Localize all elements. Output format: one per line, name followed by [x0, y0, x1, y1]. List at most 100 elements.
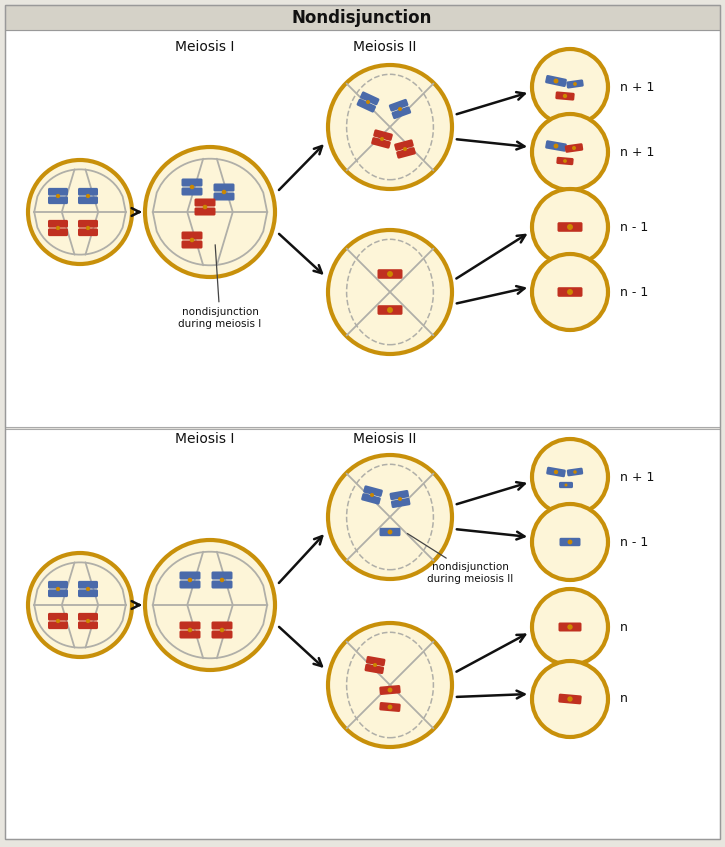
FancyBboxPatch shape: [365, 664, 384, 674]
Ellipse shape: [567, 224, 573, 230]
Ellipse shape: [554, 144, 558, 148]
Ellipse shape: [388, 529, 392, 534]
FancyBboxPatch shape: [212, 572, 233, 579]
Ellipse shape: [398, 497, 402, 501]
Text: n + 1: n + 1: [620, 80, 655, 93]
Ellipse shape: [220, 628, 224, 632]
FancyBboxPatch shape: [181, 179, 202, 186]
FancyBboxPatch shape: [212, 630, 233, 639]
Text: Meiosis II: Meiosis II: [353, 40, 417, 54]
Ellipse shape: [188, 578, 192, 582]
Text: n + 1: n + 1: [620, 470, 655, 484]
Ellipse shape: [398, 107, 402, 111]
Ellipse shape: [567, 696, 573, 701]
Text: n - 1: n - 1: [620, 220, 648, 234]
FancyBboxPatch shape: [180, 622, 201, 629]
FancyBboxPatch shape: [379, 702, 401, 712]
FancyBboxPatch shape: [78, 220, 98, 228]
Ellipse shape: [28, 160, 132, 264]
Ellipse shape: [532, 589, 608, 665]
Ellipse shape: [532, 504, 608, 580]
Ellipse shape: [567, 624, 573, 629]
Ellipse shape: [188, 628, 192, 632]
FancyBboxPatch shape: [194, 208, 215, 215]
Ellipse shape: [86, 619, 90, 623]
Ellipse shape: [568, 540, 573, 545]
Ellipse shape: [190, 185, 194, 189]
Ellipse shape: [387, 307, 393, 313]
Ellipse shape: [190, 238, 194, 242]
Ellipse shape: [370, 493, 374, 497]
FancyBboxPatch shape: [389, 490, 409, 501]
Ellipse shape: [56, 194, 60, 198]
Ellipse shape: [563, 94, 567, 98]
Ellipse shape: [532, 189, 608, 265]
FancyBboxPatch shape: [556, 157, 573, 165]
FancyBboxPatch shape: [78, 613, 98, 621]
FancyBboxPatch shape: [212, 580, 233, 589]
FancyBboxPatch shape: [391, 498, 410, 508]
Text: n - 1: n - 1: [620, 285, 648, 298]
Text: n: n: [620, 621, 628, 634]
FancyBboxPatch shape: [213, 184, 234, 191]
Text: nondisjunction
during meiosis II: nondisjunction during meiosis II: [407, 534, 513, 584]
FancyBboxPatch shape: [212, 622, 233, 629]
FancyBboxPatch shape: [78, 229, 98, 236]
Ellipse shape: [380, 137, 384, 141]
Text: Meiosis I: Meiosis I: [175, 432, 235, 446]
Ellipse shape: [86, 194, 90, 198]
Text: nondisjunction
during meiosis I: nondisjunction during meiosis I: [178, 245, 262, 329]
Ellipse shape: [328, 623, 452, 747]
FancyBboxPatch shape: [545, 75, 567, 87]
FancyBboxPatch shape: [48, 581, 68, 589]
FancyBboxPatch shape: [396, 147, 416, 158]
Ellipse shape: [565, 484, 568, 486]
Ellipse shape: [388, 705, 392, 710]
FancyBboxPatch shape: [181, 231, 202, 240]
Text: n: n: [620, 693, 628, 706]
Text: Meiosis I: Meiosis I: [175, 40, 235, 54]
FancyBboxPatch shape: [78, 188, 98, 196]
FancyBboxPatch shape: [567, 468, 583, 476]
Ellipse shape: [222, 190, 226, 194]
Ellipse shape: [403, 147, 407, 151]
FancyBboxPatch shape: [378, 305, 402, 315]
Ellipse shape: [220, 578, 224, 582]
Ellipse shape: [567, 289, 573, 295]
FancyBboxPatch shape: [565, 143, 583, 152]
Ellipse shape: [328, 230, 452, 354]
FancyBboxPatch shape: [48, 590, 68, 597]
FancyBboxPatch shape: [363, 485, 383, 497]
Ellipse shape: [573, 470, 577, 473]
Ellipse shape: [532, 439, 608, 515]
Text: n - 1: n - 1: [620, 535, 648, 549]
FancyBboxPatch shape: [48, 229, 68, 236]
FancyBboxPatch shape: [213, 192, 234, 201]
Ellipse shape: [56, 587, 60, 591]
FancyBboxPatch shape: [180, 630, 201, 639]
FancyBboxPatch shape: [366, 656, 386, 667]
FancyBboxPatch shape: [558, 287, 582, 296]
FancyBboxPatch shape: [78, 581, 98, 589]
Ellipse shape: [56, 226, 60, 230]
FancyBboxPatch shape: [555, 91, 575, 101]
FancyBboxPatch shape: [180, 580, 201, 589]
Ellipse shape: [328, 65, 452, 189]
FancyBboxPatch shape: [389, 99, 408, 112]
Ellipse shape: [573, 82, 577, 86]
Ellipse shape: [388, 688, 392, 693]
Text: Nondisjunction: Nondisjunction: [291, 9, 432, 27]
Ellipse shape: [373, 663, 377, 667]
FancyBboxPatch shape: [48, 622, 68, 629]
FancyBboxPatch shape: [5, 5, 720, 30]
FancyBboxPatch shape: [78, 590, 98, 597]
Ellipse shape: [328, 455, 452, 579]
FancyBboxPatch shape: [560, 538, 581, 546]
FancyBboxPatch shape: [360, 91, 379, 105]
Ellipse shape: [203, 205, 207, 209]
FancyBboxPatch shape: [194, 198, 215, 207]
FancyBboxPatch shape: [5, 429, 720, 839]
Ellipse shape: [532, 661, 608, 737]
Ellipse shape: [554, 79, 558, 84]
FancyBboxPatch shape: [78, 197, 98, 204]
